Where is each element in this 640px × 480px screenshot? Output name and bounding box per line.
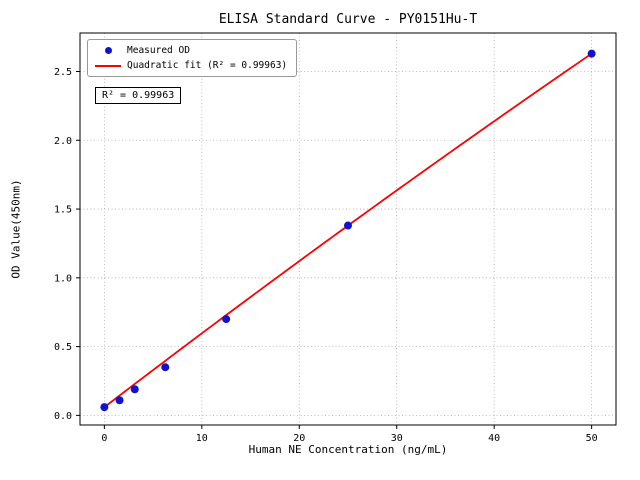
measured-od-marker-icon: [104, 47, 112, 54]
axes-frame: [79, 32, 617, 426]
y-tick-label: 1.5: [54, 205, 72, 216]
y-tick-label: 0.0: [54, 411, 72, 422]
legend-line-marker-wrap: [95, 64, 121, 67]
measured-od-point: [222, 315, 231, 324]
legend-entry-measured-od: Measured OD: [95, 45, 287, 56]
x-tick-label: 10: [196, 433, 208, 444]
y-tick-label: 2.0: [54, 136, 72, 147]
quadratic-fit-line-icon: [95, 64, 121, 67]
x-axis-label: Human NE Concentration (ng/mL): [248, 443, 448, 456]
legend-dot-marker-wrap: [95, 47, 121, 54]
legend-label-measured-od: Measured OD: [127, 45, 190, 56]
measured-od-point: [130, 385, 139, 394]
measured-od-point: [115, 396, 124, 405]
legend-label-quadratic-fit: Quadratic fit (R² = 0.99963): [127, 60, 288, 71]
legend-entry-quadratic-fit: Quadratic fit (R² = 0.99963): [95, 60, 287, 71]
measured-od-point: [344, 221, 352, 230]
y-tick-label: 2.5: [54, 67, 72, 78]
measured-od-point: [161, 363, 170, 372]
x-tick-label: 20: [293, 433, 305, 444]
x-tick-label: 30: [391, 433, 403, 444]
r-squared-annotation: R² = 0.99963: [95, 87, 182, 104]
y-tick-label: 0.5: [54, 342, 72, 353]
y-axis-label: OD Value(450nm): [9, 179, 23, 279]
y-tick-label: 1.0: [54, 273, 72, 284]
quadratic-fit-line: [103, 52, 593, 408]
x-tick-label: 40: [488, 433, 500, 444]
measured-od-point: [587, 49, 596, 58]
x-tick-label: 0: [101, 433, 107, 444]
legend: Measured OD Quadratic fit (R² = 0.99963): [87, 39, 298, 77]
x-tick-label: 50: [586, 433, 598, 444]
chart-title: ELISA Standard Curve - PY0151Hu-T: [218, 12, 478, 27]
measured-od-point: [100, 403, 109, 412]
